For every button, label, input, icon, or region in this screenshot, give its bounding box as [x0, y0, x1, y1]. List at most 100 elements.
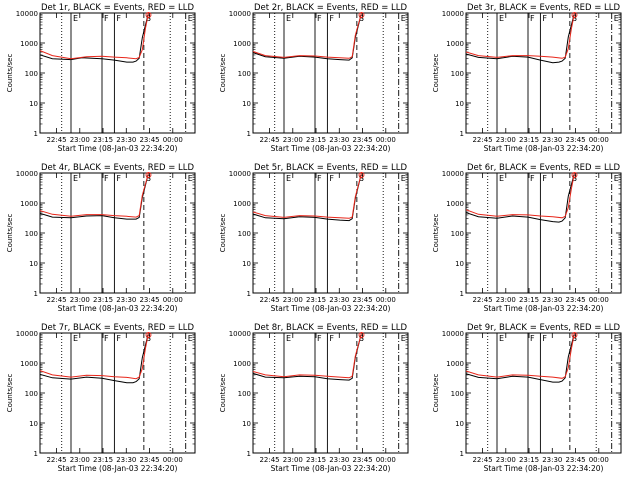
detector-panel: Det 7r, BLACK = Events, RED = LLD Counts/…: [6, 323, 196, 473]
event-marker-label: S: [146, 334, 151, 343]
detector-panel: Det 4r, BLACK = Events, RED = LLD Counts/…: [6, 163, 196, 313]
x-tick-label: 23:45: [139, 296, 159, 304]
y-tick-label: 100: [238, 70, 251, 78]
y-tick-label: 100: [25, 390, 38, 398]
plot-frame: [252, 12, 409, 134]
x-tick-label: 23:30: [329, 296, 349, 304]
x-tick-label: 23:15: [519, 296, 539, 304]
y-tick-label: 10: [29, 420, 38, 428]
x-tick-label: 23:00: [496, 136, 516, 144]
event-marker-label: E: [188, 14, 193, 23]
y-axis-label: Counts/sec: [219, 214, 227, 253]
events-series-line: [253, 333, 362, 381]
detector-panel: Det 6r, BLACK = Events, RED = LLD Counts/…: [432, 163, 622, 313]
y-tick-label: 10000: [442, 10, 464, 18]
x-tick-label: 22:45: [46, 296, 66, 304]
x-tick-label: 23:45: [565, 136, 585, 144]
x-tick-label: 23:00: [496, 456, 516, 464]
plot-frame: [252, 332, 409, 454]
x-tick-label: 23:45: [352, 456, 372, 464]
event-marker-label: F: [542, 174, 547, 183]
panel-title: Det 6r, BLACK = Events, RED = LLD: [467, 163, 621, 173]
x-tick-label: 23:45: [352, 136, 372, 144]
y-tick-label: 1: [34, 290, 38, 298]
y-axis-label: Counts/sec: [432, 214, 440, 253]
x-tick-label: 23:00: [283, 456, 303, 464]
peak-marker: [145, 172, 152, 178]
event-marker-label: F: [317, 14, 322, 23]
events-series-line: [40, 13, 149, 63]
x-tick-label: 22:45: [46, 456, 66, 464]
detector-panel: Det 8r, BLACK = Events, RED = LLD Counts/…: [219, 323, 409, 473]
y-axis-label: Counts/sec: [219, 374, 227, 413]
x-axis-label: Start Time (08-Jan-03 22:34:20): [271, 144, 391, 153]
lld-series-line: [253, 13, 362, 59]
y-tick-label: 1000: [233, 360, 251, 368]
x-tick-label: 23:00: [70, 296, 90, 304]
lld-series-line: [253, 333, 362, 379]
x-axis-label: Start Time (08-Jan-03 22:34:20): [484, 144, 604, 153]
plot-frame: [465, 332, 622, 454]
plot-frame: [39, 332, 196, 454]
x-tick-label: 23:15: [93, 456, 113, 464]
event-marker-label: F: [116, 14, 121, 23]
event-marker-label: F: [542, 334, 547, 343]
x-tick-label: 23:30: [542, 456, 562, 464]
y-tick-label: 100: [238, 390, 251, 398]
y-tick-label: 10000: [16, 330, 38, 338]
event-marker-label: E: [614, 174, 619, 183]
y-tick-label: 10: [242, 100, 251, 108]
y-tick-label: 1000: [20, 360, 38, 368]
y-tick-label: 1: [247, 130, 251, 138]
x-tick-label: 23:15: [519, 456, 539, 464]
event-marker-label: F: [104, 14, 109, 23]
plot-frame: [252, 172, 409, 294]
events-series-line: [253, 173, 362, 222]
y-axis-label: Counts/sec: [6, 54, 14, 93]
x-tick-label: 23:15: [519, 136, 539, 144]
y-tick-label: 1000: [20, 200, 38, 208]
x-tick-label: 00:00: [589, 456, 609, 464]
event-marker-label: S: [572, 334, 577, 343]
y-axis-label: Counts/sec: [432, 54, 440, 93]
x-tick-label: 23:15: [306, 136, 326, 144]
x-axis-label: Start Time (08-Jan-03 22:34:20): [58, 304, 178, 313]
event-marker-label: S: [359, 174, 364, 183]
peak-marker: [571, 172, 578, 178]
event-marker-label: F: [530, 14, 535, 23]
detector-panel: Det 5r, BLACK = Events, RED = LLD Counts/…: [219, 163, 409, 313]
detector-panel: Det 3r, BLACK = Events, RED = LLD Counts/…: [432, 3, 622, 153]
event-marker-label: E: [73, 14, 78, 23]
events-series-line: [40, 173, 149, 220]
peak-marker: [358, 12, 365, 18]
plot-frame: [465, 172, 622, 294]
x-tick-label: 23:30: [542, 296, 562, 304]
panel-title: Det 3r, BLACK = Events, RED = LLD: [467, 3, 621, 13]
x-tick-label: 23:30: [542, 136, 562, 144]
peak-marker: [358, 332, 365, 338]
y-tick-label: 100: [238, 230, 251, 238]
y-tick-label: 10000: [442, 330, 464, 338]
x-tick-label: 22:45: [259, 296, 279, 304]
y-tick-label: 10: [242, 420, 251, 428]
event-marker-label: E: [499, 174, 504, 183]
x-tick-label: 23:45: [565, 296, 585, 304]
x-tick-label: 22:45: [472, 296, 492, 304]
x-tick-label: 00:00: [163, 456, 183, 464]
panel-title: Det 2r, BLACK = Events, RED = LLD: [254, 3, 408, 13]
event-marker-label: E: [401, 174, 406, 183]
event-marker-label: E: [499, 14, 504, 23]
lld-series-line: [466, 13, 575, 59]
x-tick-label: 22:45: [472, 456, 492, 464]
peak-marker: [571, 332, 578, 338]
y-tick-label: 1: [460, 290, 464, 298]
panel-title: Det 5r, BLACK = Events, RED = LLD: [254, 163, 408, 173]
y-tick-label: 10: [455, 100, 464, 108]
x-tick-label: 00:00: [376, 296, 396, 304]
panel-title: Det 1r, BLACK = Events, RED = LLD: [41, 3, 195, 13]
x-axis-label: Start Time (08-Jan-03 22:34:20): [271, 464, 391, 473]
x-axis-label: Start Time (08-Jan-03 22:34:20): [484, 304, 604, 313]
event-marker-label: E: [188, 334, 193, 343]
x-tick-label: 23:30: [116, 296, 136, 304]
event-marker-label: E: [614, 14, 619, 23]
